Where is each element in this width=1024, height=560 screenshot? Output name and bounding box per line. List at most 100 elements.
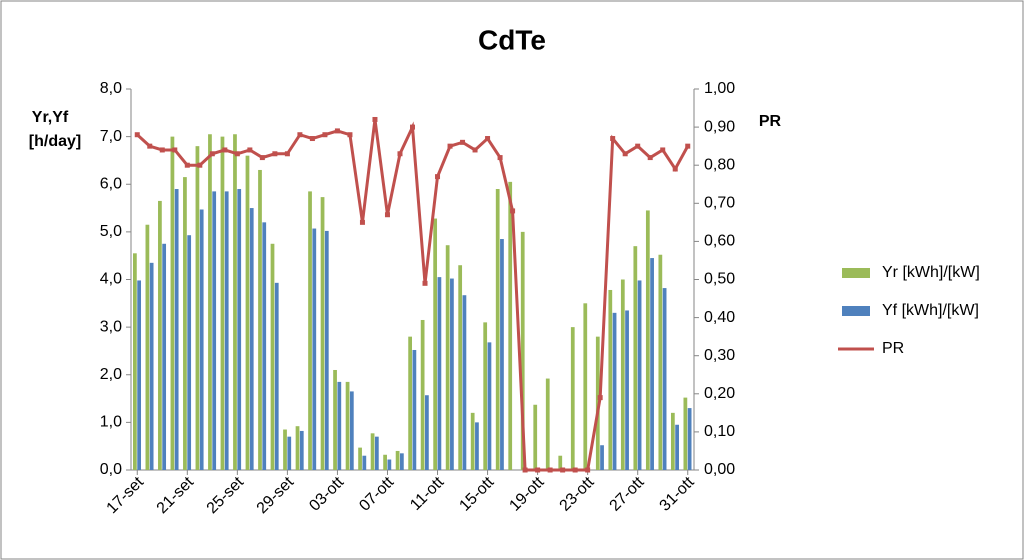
bar xyxy=(475,422,479,470)
y2-tick-label: 0,80 xyxy=(704,156,735,173)
line-marker xyxy=(435,174,441,180)
bar xyxy=(295,426,300,470)
bar xyxy=(199,209,204,470)
line-marker xyxy=(147,143,153,149)
bar xyxy=(687,408,692,470)
line-marker xyxy=(309,136,315,142)
y-tick-label: 0,0 xyxy=(100,461,122,478)
y-axis-label: [h/day] xyxy=(29,133,81,150)
bar xyxy=(495,189,500,470)
line-marker xyxy=(560,467,566,473)
bar xyxy=(399,453,404,470)
y2-tick-label: 0,30 xyxy=(704,347,735,364)
bar xyxy=(487,342,492,470)
line-marker xyxy=(159,147,165,153)
bar xyxy=(408,336,412,470)
bar xyxy=(170,136,175,470)
legend-swatch xyxy=(842,306,870,316)
bar xyxy=(237,189,242,470)
line-marker xyxy=(347,132,353,138)
y-tick-label: 3,0 xyxy=(100,318,122,335)
line-marker xyxy=(184,162,190,168)
legend-swatch xyxy=(842,268,870,278)
bar xyxy=(224,191,229,471)
bar xyxy=(425,395,429,470)
bar xyxy=(208,134,212,470)
bar xyxy=(345,381,350,470)
bar xyxy=(683,397,688,470)
line-marker xyxy=(384,212,390,218)
y-tick-label: 7,0 xyxy=(100,128,122,145)
line-marker xyxy=(572,467,578,473)
line-marker xyxy=(485,136,491,142)
bar xyxy=(262,222,267,470)
bar xyxy=(324,230,329,470)
y2-tick-label: 0,40 xyxy=(704,309,735,326)
bar xyxy=(149,262,154,470)
bar xyxy=(508,181,513,470)
line-marker xyxy=(535,467,541,473)
bar xyxy=(662,288,667,470)
line-marker xyxy=(610,136,616,142)
y2-tick-label: 0,00 xyxy=(704,461,735,478)
y2-axis-label: PR xyxy=(759,113,782,130)
y-tick-label: 8,0 xyxy=(100,80,122,97)
bar xyxy=(283,429,287,470)
line-marker xyxy=(660,147,666,153)
line-marker xyxy=(447,143,453,149)
y-tick-label: 4,0 xyxy=(100,271,122,288)
bar xyxy=(374,436,379,470)
bar xyxy=(633,246,638,470)
y2-tick-label: 0,70 xyxy=(704,195,735,212)
bar xyxy=(337,381,342,470)
line-marker xyxy=(497,155,503,161)
bar xyxy=(612,312,617,470)
y-tick-label: 2,0 xyxy=(100,366,122,383)
bar xyxy=(249,208,254,470)
line-marker xyxy=(197,162,203,168)
bar xyxy=(412,349,417,470)
line-marker xyxy=(272,151,278,157)
legend-label: Yr [kWh]/[kW] xyxy=(882,264,980,281)
bar xyxy=(258,169,262,470)
legend-label: PR xyxy=(882,340,904,357)
line-marker xyxy=(685,143,691,149)
bar xyxy=(320,197,325,470)
bar xyxy=(675,424,679,470)
bar xyxy=(520,231,525,470)
line-marker xyxy=(472,147,478,153)
y2-tick-label: 0,50 xyxy=(704,271,735,288)
bar xyxy=(183,177,187,470)
bar xyxy=(570,327,575,470)
y2-tick-label: 0,10 xyxy=(704,423,735,440)
line-marker xyxy=(635,143,641,149)
line-marker xyxy=(547,467,553,473)
line-marker xyxy=(597,395,603,401)
bar xyxy=(349,391,354,470)
bar xyxy=(437,277,442,470)
line-marker xyxy=(234,151,240,157)
bar xyxy=(370,433,375,470)
bar xyxy=(600,445,604,470)
bar xyxy=(670,412,675,470)
line-marker xyxy=(172,147,178,153)
line-marker xyxy=(460,139,466,145)
bar xyxy=(637,280,642,470)
bar xyxy=(533,404,538,470)
bar xyxy=(620,279,625,470)
y-tick-label: 6,0 xyxy=(100,175,122,192)
bar xyxy=(420,319,425,470)
bar xyxy=(545,378,550,470)
bar xyxy=(308,191,312,471)
bar xyxy=(395,450,400,470)
bar xyxy=(174,189,179,470)
bar xyxy=(645,210,650,470)
line-marker xyxy=(647,155,653,161)
bar xyxy=(162,243,167,470)
bar xyxy=(133,253,137,470)
bar xyxy=(274,282,279,470)
bar xyxy=(220,136,225,470)
bar xyxy=(358,447,362,470)
bar xyxy=(387,459,392,470)
